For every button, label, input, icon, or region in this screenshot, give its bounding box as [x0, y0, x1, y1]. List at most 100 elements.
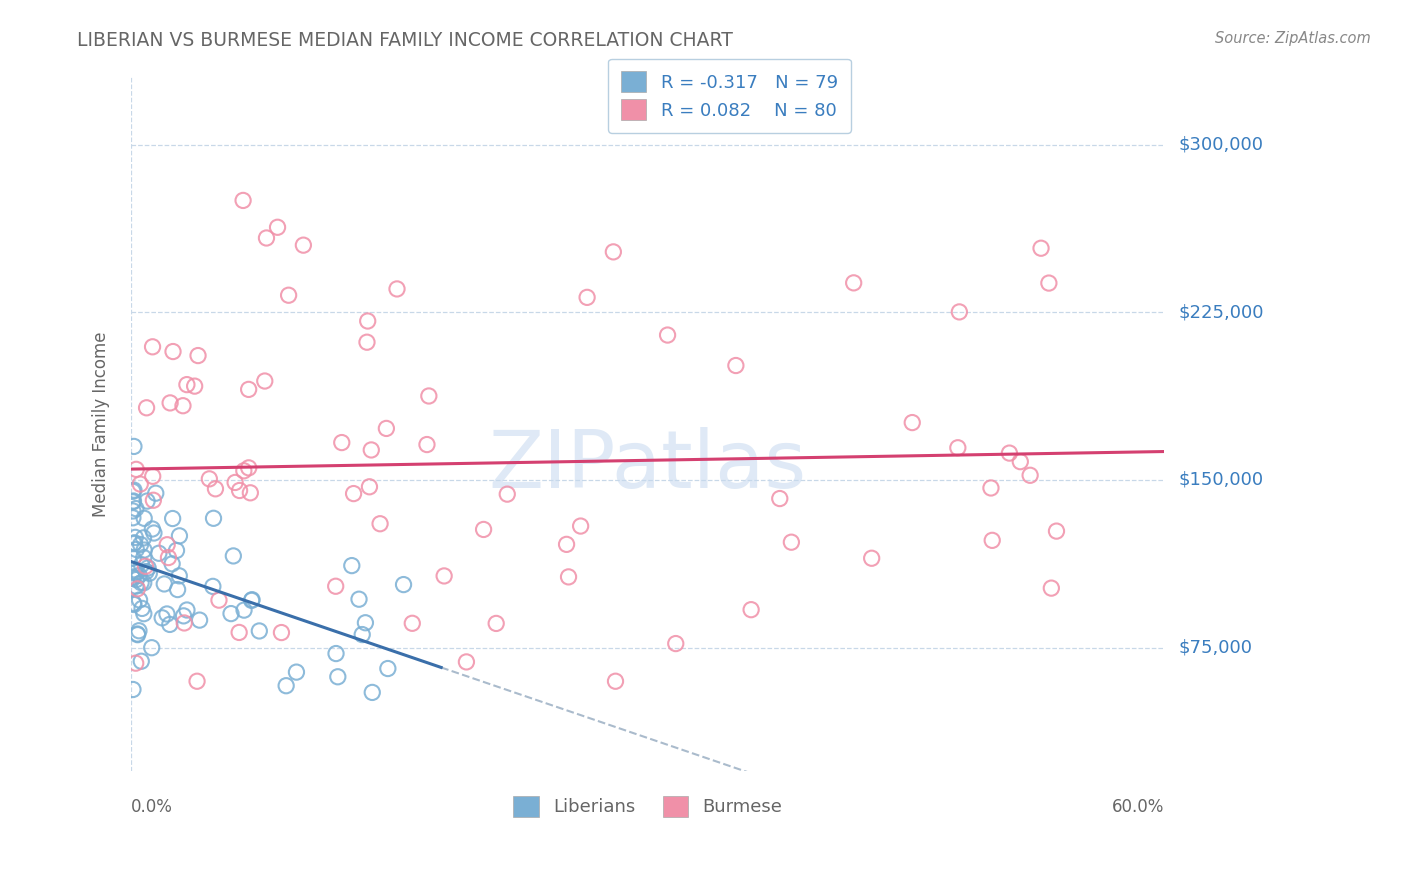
Point	[136, 561, 159, 575]
Point	[277, 288, 299, 302]
Y-axis label: Median Family Income: Median Family Income	[93, 331, 110, 516]
Point	[122, 596, 145, 610]
Point	[342, 486, 364, 500]
Point	[122, 570, 145, 584]
Point	[724, 359, 747, 373]
Point	[780, 535, 803, 549]
Point	[946, 441, 969, 455]
Point	[292, 238, 315, 252]
Point	[138, 566, 160, 581]
Point	[247, 624, 270, 638]
Point	[122, 484, 145, 499]
Point	[125, 501, 148, 516]
Point	[135, 401, 157, 415]
Point	[1040, 581, 1063, 595]
Point	[141, 640, 163, 655]
Point	[392, 577, 415, 591]
Point	[122, 551, 145, 566]
Point	[325, 579, 347, 593]
Point	[122, 439, 145, 453]
Point	[360, 442, 382, 457]
Point	[361, 685, 384, 699]
Point	[555, 537, 578, 551]
Point	[1045, 524, 1067, 538]
Point	[222, 549, 245, 563]
Text: ZIPatlas: ZIPatlas	[489, 426, 807, 505]
Point	[136, 494, 159, 508]
Point	[156, 607, 179, 621]
Point	[129, 654, 152, 668]
Text: 0.0%: 0.0%	[131, 797, 173, 815]
Point	[122, 536, 145, 550]
Point	[166, 582, 188, 597]
Point	[132, 543, 155, 558]
Point	[232, 194, 254, 208]
Point	[204, 482, 226, 496]
Point	[129, 537, 152, 551]
Point	[842, 276, 865, 290]
Point	[416, 437, 439, 451]
Point	[202, 511, 225, 525]
Point	[128, 568, 150, 582]
Point	[127, 627, 149, 641]
Point	[141, 522, 163, 536]
Point	[148, 546, 170, 560]
Point	[142, 340, 165, 354]
Point	[132, 575, 155, 590]
Point	[860, 551, 883, 566]
Point	[125, 579, 148, 593]
Point	[602, 244, 624, 259]
Point	[576, 290, 599, 304]
Point	[201, 579, 224, 593]
Point	[325, 647, 347, 661]
Point	[769, 491, 792, 506]
Point	[122, 598, 145, 612]
Text: 60.0%: 60.0%	[1112, 797, 1164, 815]
Point	[208, 593, 231, 607]
Point	[232, 464, 254, 478]
Point	[456, 655, 478, 669]
Point	[169, 569, 191, 583]
Point	[219, 607, 242, 621]
Point	[359, 480, 381, 494]
Point	[385, 282, 408, 296]
Point	[198, 472, 221, 486]
Point	[901, 416, 924, 430]
Point	[285, 665, 308, 679]
Point	[122, 495, 145, 509]
Point	[131, 601, 153, 615]
Point	[122, 504, 145, 518]
Text: $150,000: $150,000	[1178, 471, 1264, 489]
Point	[1010, 455, 1032, 469]
Point	[122, 483, 145, 497]
Point	[605, 674, 627, 689]
Point	[1029, 241, 1052, 255]
Point	[128, 593, 150, 607]
Point	[135, 565, 157, 579]
Point	[233, 603, 256, 617]
Point	[132, 550, 155, 565]
Point	[354, 615, 377, 630]
Point	[128, 624, 150, 638]
Point	[256, 231, 278, 245]
Point	[998, 446, 1021, 460]
Point	[125, 566, 148, 580]
Point	[150, 611, 173, 625]
Point	[326, 670, 349, 684]
Point	[228, 625, 250, 640]
Point	[129, 477, 152, 491]
Point	[276, 679, 298, 693]
Text: $75,000: $75,000	[1178, 639, 1253, 657]
Point	[142, 526, 165, 541]
Point	[160, 557, 183, 571]
Point	[253, 374, 276, 388]
Point	[125, 542, 148, 557]
Point	[122, 510, 145, 524]
Point	[124, 530, 146, 544]
Point	[485, 616, 508, 631]
Point	[187, 349, 209, 363]
Point	[186, 674, 208, 689]
Point	[122, 494, 145, 508]
Point	[125, 656, 148, 670]
Point	[125, 462, 148, 476]
